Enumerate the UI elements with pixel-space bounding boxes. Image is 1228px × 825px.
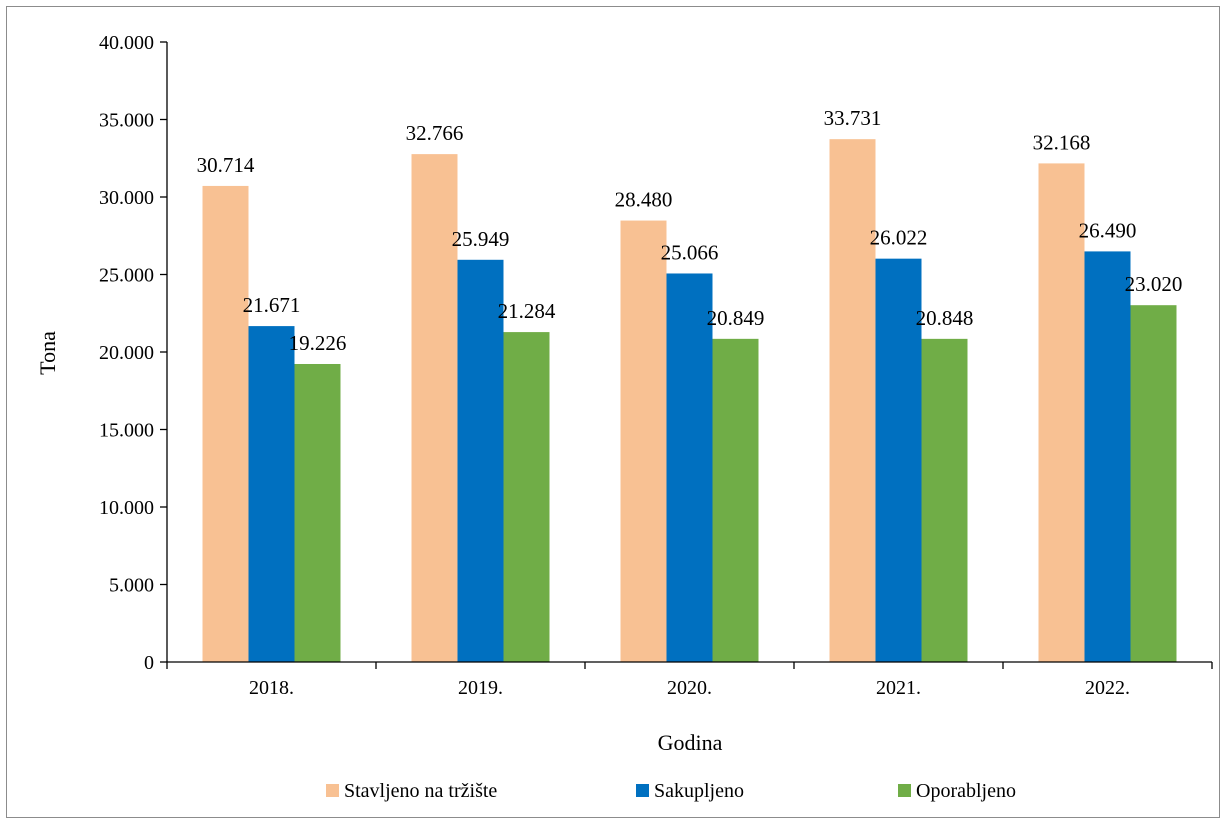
bar-2021-3 xyxy=(921,338,968,662)
bar-2022-2 xyxy=(1084,251,1131,662)
data-label: 21.671 xyxy=(243,293,301,317)
legend-label: Oporabljeno xyxy=(916,780,1016,802)
legend: Stavljeno na tržište Sakupljeno Oporabljen… xyxy=(326,780,1016,802)
bar-2019-1 xyxy=(411,154,458,662)
legend-swatch xyxy=(898,784,911,797)
data-label: 26.490 xyxy=(1079,218,1137,242)
bar-2019-3 xyxy=(503,332,550,662)
data-label: 28.480 xyxy=(615,188,673,212)
bar-2020-1 xyxy=(620,220,667,662)
y-tick-label: 30.000 xyxy=(99,187,154,209)
bars-group xyxy=(202,139,1177,663)
legend-swatch xyxy=(636,784,649,797)
bar-2018-3 xyxy=(294,363,341,662)
bar-2020-2 xyxy=(666,273,713,662)
data-labels-group: 30.714 21.671 19.226 32.766 25.949 21.284 28.4… xyxy=(197,106,1183,355)
bar-2018-1 xyxy=(202,185,249,663)
bar-2018-2 xyxy=(248,326,295,662)
data-label: 25.066 xyxy=(661,240,719,264)
bar-2019-2 xyxy=(457,259,504,662)
x-tick-label: 2022. xyxy=(1085,677,1130,699)
data-label: 23.020 xyxy=(1125,272,1183,296)
legend-item-1: Stavljeno na tržište xyxy=(326,780,497,802)
y-tick-label: 20.000 xyxy=(99,342,154,364)
y-tick-label: 10.000 xyxy=(99,497,154,519)
bar-2022-3 xyxy=(1130,305,1177,662)
data-label: 20.849 xyxy=(707,306,765,330)
data-label: 19.226 xyxy=(289,331,347,355)
y-axis-title: Tona xyxy=(35,331,60,375)
axes-group: 0 5.000 10.000 15.000 20.000 25.000 30.000 35.0… xyxy=(99,32,1213,699)
data-label: 32.168 xyxy=(1033,130,1091,154)
data-label: 32.766 xyxy=(406,121,464,145)
legend-swatch xyxy=(326,784,339,797)
x-axis-title: Godina xyxy=(658,730,723,755)
data-label: 33.731 xyxy=(824,106,882,130)
x-tick-label: 2020. xyxy=(667,677,712,699)
data-label: 25.949 xyxy=(452,227,510,251)
bar-2022-1 xyxy=(1038,163,1085,662)
data-label: 26.022 xyxy=(870,226,928,250)
data-label: 21.284 xyxy=(498,299,556,323)
legend-item-3: Oporabljeno xyxy=(898,780,1016,802)
y-tick-label: 25.000 xyxy=(99,265,154,287)
y-tick-label: 40.000 xyxy=(99,32,154,54)
data-label: 20.848 xyxy=(916,306,974,330)
x-tick-label: 2019. xyxy=(458,677,503,699)
y-tick-label: 0 xyxy=(144,652,154,674)
legend-label: Stavljeno na tržište xyxy=(344,780,497,802)
x-tick-label: 2021. xyxy=(876,677,921,699)
legend-item-2: Sakupljeno xyxy=(636,780,744,802)
y-tick-label: 5.000 xyxy=(109,575,154,597)
x-tick-label: 2018. xyxy=(249,677,294,699)
legend-label: Sakupljeno xyxy=(654,780,744,802)
y-tick-label: 15.000 xyxy=(99,420,154,442)
data-label: 30.714 xyxy=(197,153,255,177)
bar-2021-1 xyxy=(829,139,876,662)
bar-2021-2 xyxy=(875,258,922,662)
bar-2020-3 xyxy=(712,338,759,662)
y-tick-label: 35.000 xyxy=(99,110,154,132)
